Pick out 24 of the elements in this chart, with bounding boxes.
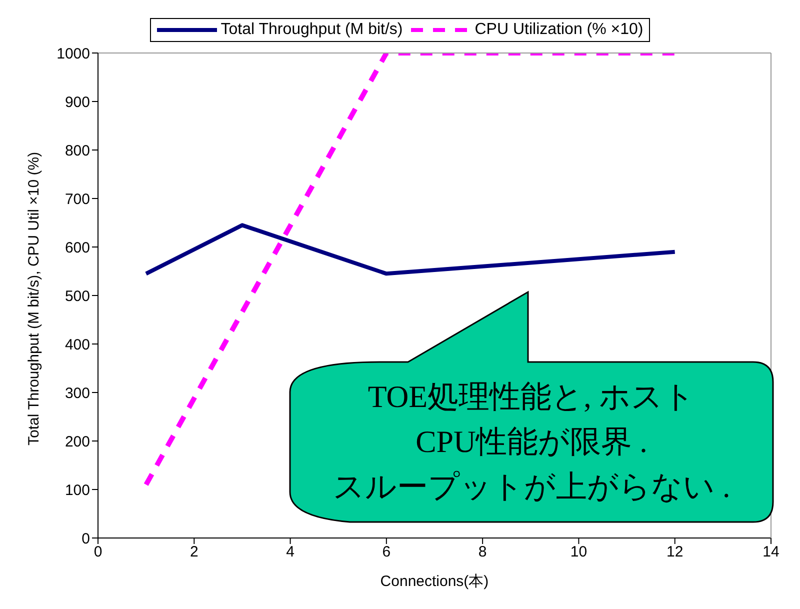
y-tick-label: 200 <box>64 433 90 450</box>
annotation: TOE処理性能と, ホスト CPU性能が限界 . スループットが上がらない . <box>332 379 730 504</box>
y-tick-label: 500 <box>64 288 90 305</box>
x-tick-label: 14 <box>762 544 780 561</box>
legend-label: Total Throughput (M bit/s) <box>220 21 403 39</box>
y-tick-label: 700 <box>64 190 90 208</box>
y-tick-label: 0 <box>82 530 90 548</box>
y-tick-label: 900 <box>64 94 90 111</box>
x-axis-title: Connections(本) <box>380 573 489 590</box>
y-tick-label: 600 <box>64 239 90 256</box>
x-tick-label: 0 <box>94 544 102 561</box>
x-tick-label: 4 <box>286 544 294 561</box>
x-tick-label: 2 <box>190 544 198 561</box>
y-tick-label: 100 <box>64 482 90 499</box>
y-tick-label: 1000 <box>56 45 90 62</box>
x-tick-label: 12 <box>666 544 684 561</box>
x-tick-label: 10 <box>570 544 588 561</box>
y-tick-label: 400 <box>64 336 90 354</box>
y-tick-label: 300 <box>64 384 90 402</box>
legend-label: CPU Utilization (% ×10) <box>474 21 644 39</box>
y-tick-label: 800 <box>64 142 90 160</box>
x-tick-label: 8 <box>478 544 487 561</box>
y-axis-title: Total Throughput (M bit/s), CPU Util ×10 (%) <box>25 152 42 446</box>
x-tick-label: 6 <box>382 544 391 561</box>
